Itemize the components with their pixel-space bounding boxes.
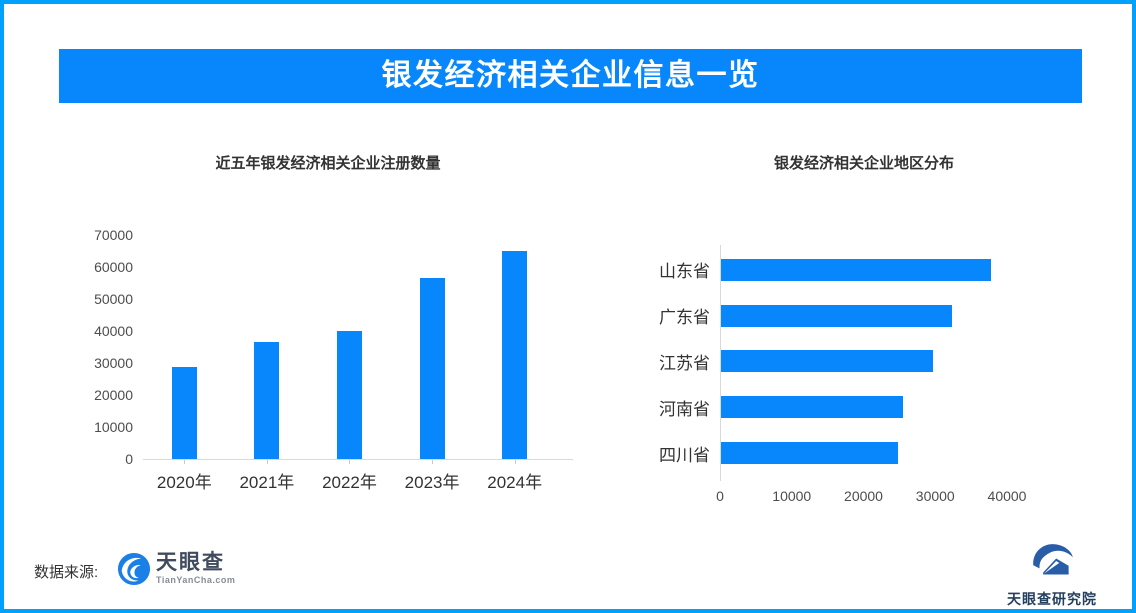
- research-institute-logo: 天眼查研究院: [1004, 538, 1100, 609]
- y-tick-label: 0: [125, 451, 133, 467]
- tianyancha-logo: 天眼查 TianYanCha.com: [117, 552, 235, 591]
- registration-bar: [502, 251, 528, 459]
- page-title: 银发经济相关企业信息一览: [381, 59, 760, 92]
- research-institute-icon: [1026, 538, 1078, 587]
- bar-slot: [226, 235, 309, 464]
- x-tick-label: 30000: [915, 488, 955, 504]
- x-category-label: 2021年: [239, 473, 295, 492]
- y-tick-label: 30000: [94, 355, 133, 371]
- region-row: 广东省: [644, 293, 1084, 339]
- region-label: 广东省: [659, 308, 710, 328]
- registration-chart: 近五年银发经济相关企业注册数量 0 10000 20000 30000 40000 500…: [85, 152, 573, 512]
- region-x-ticks: 0 10000 20000 30000 40000: [644, 488, 1084, 506]
- region-label: 四川省: [659, 445, 710, 465]
- region-bar: [721, 350, 933, 373]
- data-source-label: 数据来源:: [34, 564, 99, 581]
- tianyancha-domain-text: TianYanCha.com: [156, 575, 236, 585]
- x-tick-label: 40000: [987, 488, 1027, 504]
- region-y-axis-line: [720, 245, 721, 481]
- x-axis-tick: [514, 459, 516, 464]
- x-tick-label: 0: [716, 488, 724, 504]
- region-bar: [721, 304, 953, 327]
- region-label: 江苏省: [659, 353, 710, 373]
- registration-bar: [419, 278, 445, 459]
- registration-plot: [143, 235, 556, 464]
- x-category-label: 2022年: [322, 473, 377, 492]
- registration-bar: [171, 366, 197, 459]
- region-rows: 山东省广东省江苏省河南省四川省: [644, 247, 1084, 476]
- registration-x-labels: 2020年 2021年 2022年 2023年 2024年: [143, 468, 556, 493]
- banner: 银发经济相关企业信息一览: [59, 49, 1082, 103]
- region-bar: [721, 396, 904, 419]
- bar-slot: [473, 235, 556, 464]
- y-tick-label: 50000: [94, 291, 133, 307]
- region-row: 河南省: [644, 384, 1084, 430]
- region-label: 山东省: [659, 262, 710, 282]
- tianyancha-eye-icon: [117, 552, 151, 591]
- tianyancha-wordmark: 天眼查 TianYanCha.com: [156, 551, 236, 586]
- bar-slot: [143, 235, 226, 464]
- region-row: 山东省: [644, 247, 1084, 293]
- region-bar: [721, 442, 899, 465]
- x-category-label: 2024年: [487, 473, 543, 492]
- registration-y-axis: 0 10000 20000 30000 40000 50000 60000 70000: [85, 227, 133, 467]
- registration-x-axis-line: [143, 459, 573, 460]
- tianyancha-brand-text: 天眼查: [156, 551, 225, 574]
- x-axis-tick: [432, 459, 434, 464]
- region-row: 江苏省: [644, 339, 1084, 385]
- region-chart: 银发经济相关企业地区分布 山东省广东省江苏省河南省四川省 0 10000 20000…: [644, 152, 1084, 512]
- region-chart-title: 银发经济相关企业地区分布: [773, 155, 954, 172]
- y-tick-label: 10000: [94, 419, 133, 436]
- region-row: 四川省: [644, 430, 1084, 476]
- y-tick-label: 70000: [94, 227, 133, 243]
- x-category-label: 2020年: [156, 473, 212, 492]
- x-axis-tick: [349, 459, 351, 464]
- x-axis-tick: [266, 459, 268, 464]
- registration-bar: [336, 331, 362, 459]
- region-bar: [721, 258, 991, 281]
- registration-chart-title: 近五年银发经济相关企业注册数量: [215, 155, 441, 172]
- registration-bar: [254, 342, 280, 459]
- x-tick-label: 10000: [772, 488, 812, 504]
- y-tick-label: 40000: [94, 323, 133, 340]
- research-institute-label: 天眼查研究院: [1007, 591, 1097, 607]
- y-tick-label: 60000: [94, 259, 133, 275]
- bar-slot: [308, 235, 391, 464]
- region-label: 河南省: [659, 399, 710, 419]
- x-tick-label: 20000: [844, 488, 883, 504]
- y-tick-label: 20000: [94, 387, 133, 404]
- bar-slot: [391, 235, 474, 464]
- x-category-label: 2023年: [404, 473, 460, 492]
- x-axis-tick: [184, 459, 186, 464]
